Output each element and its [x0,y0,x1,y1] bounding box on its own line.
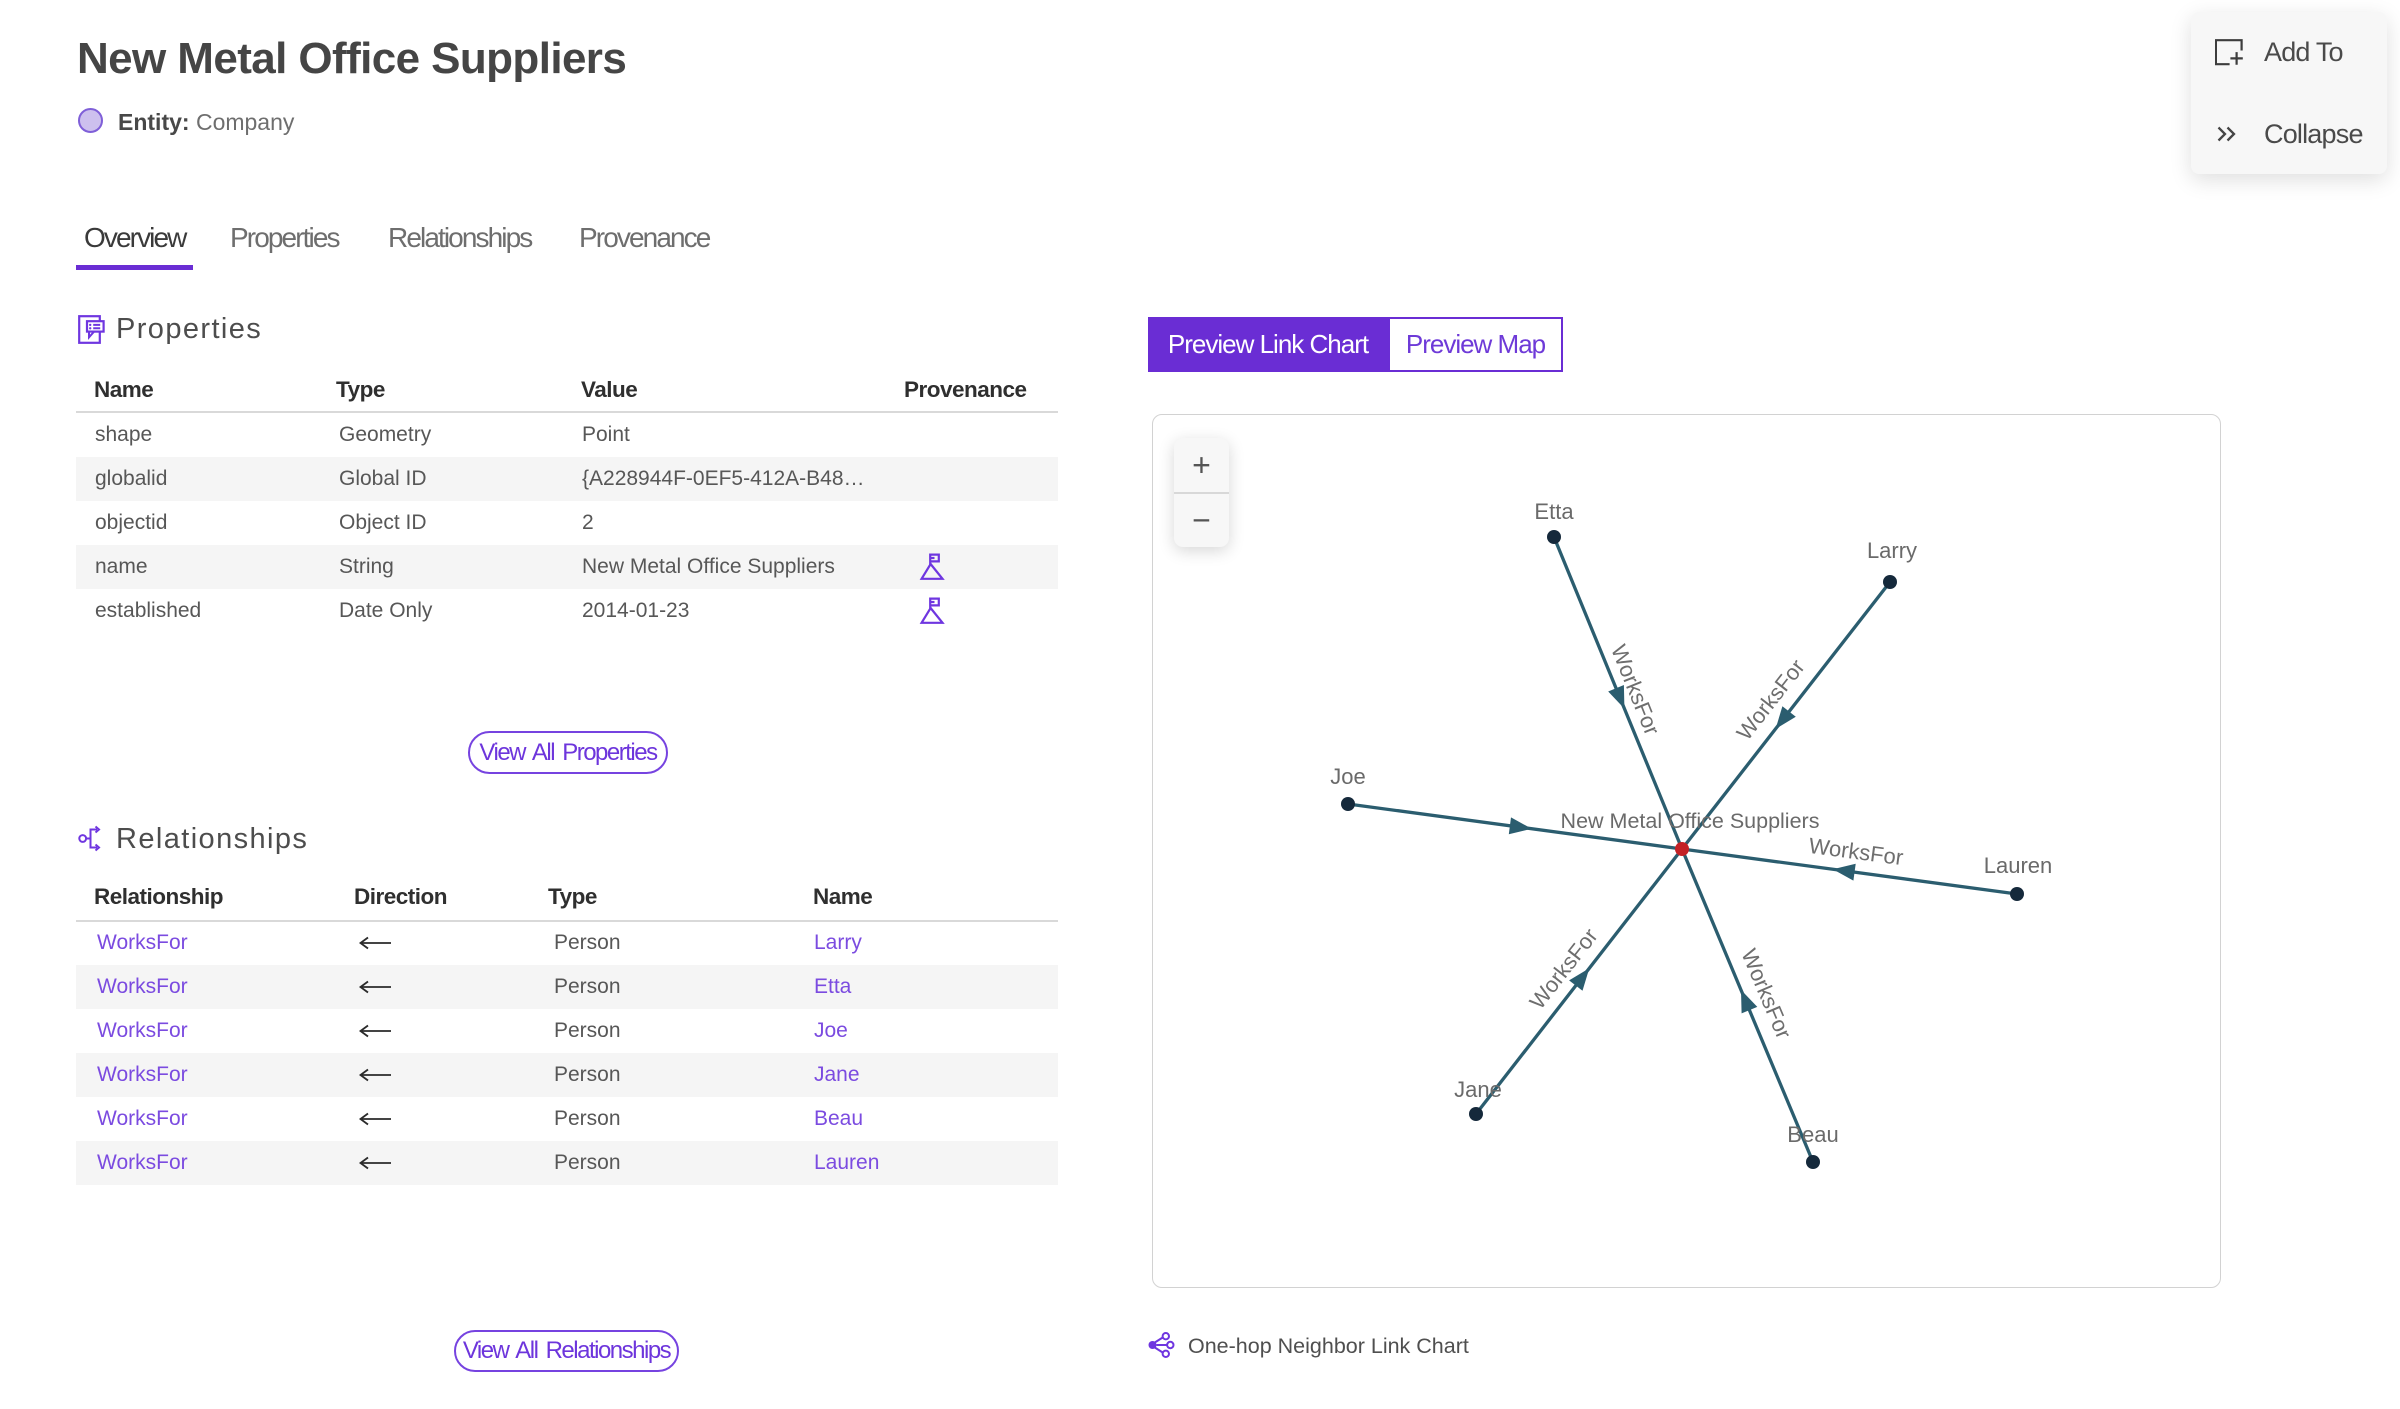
svg-text:Beau: Beau [1787,1122,1838,1147]
svg-text:Etta: Etta [1534,499,1574,524]
svg-text:Jane: Jane [1454,1077,1502,1102]
svg-text:Lauren: Lauren [1984,853,2053,878]
svg-text:Larry: Larry [1867,538,1917,563]
svg-text:Joe: Joe [1330,764,1365,789]
svg-text:New Metal Office Suppliers: New Metal Office Suppliers [1561,809,1820,833]
svg-text:WorksFor: WorksFor [1736,945,1796,1042]
svg-text:WorksFor: WorksFor [1807,833,1904,870]
